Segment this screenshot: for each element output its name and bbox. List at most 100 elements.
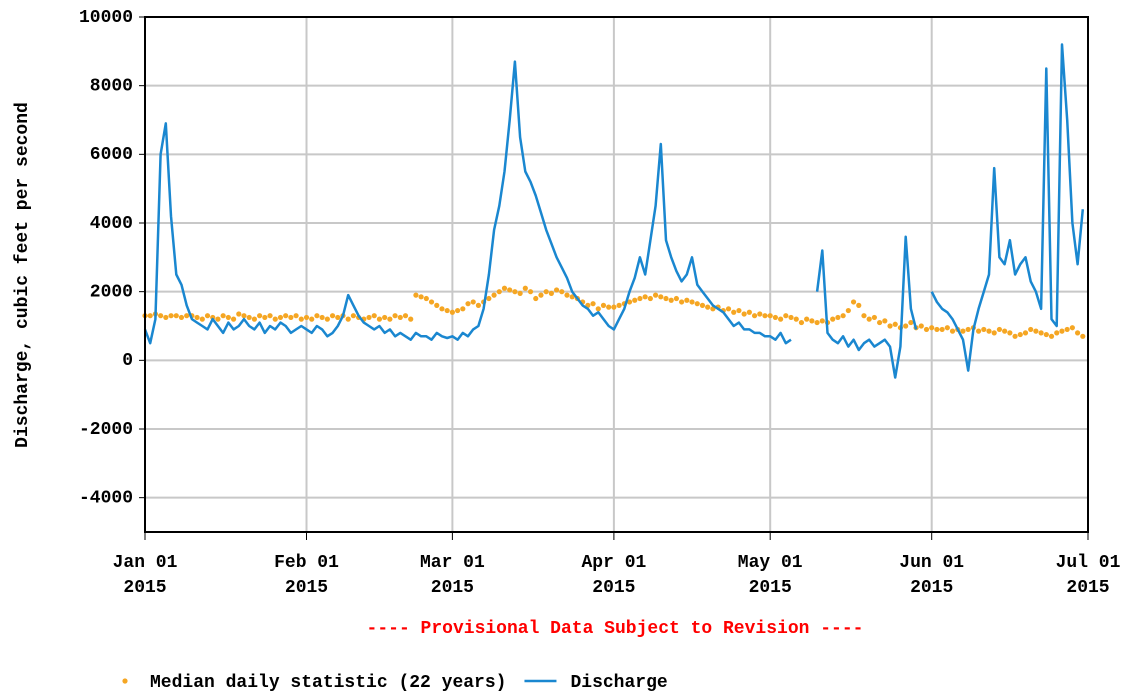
median-point — [637, 295, 643, 302]
median-point — [225, 314, 231, 321]
legend-label: Discharge — [570, 673, 667, 693]
median-point — [215, 316, 221, 322]
median-point — [168, 313, 174, 319]
median-point — [809, 318, 815, 324]
median-point — [444, 307, 450, 314]
median-point — [923, 326, 930, 333]
median-point — [600, 302, 607, 308]
median-point — [507, 287, 513, 293]
y-tick-label: 4000 — [90, 214, 133, 234]
median-point — [470, 299, 476, 305]
median-point — [590, 301, 596, 307]
x-tick-label-line: Feb 01 — [274, 553, 339, 573]
median-point — [272, 316, 278, 322]
x-tick-label-line: Apr 01 — [581, 553, 646, 573]
median-point — [887, 323, 893, 329]
x-tick-label-line: May 01 — [738, 553, 803, 573]
x-tick-label: Mar 01 2015 — [420, 553, 485, 598]
median-point — [725, 306, 732, 312]
median-point — [1033, 328, 1039, 334]
median-point — [871, 314, 877, 321]
median-point — [694, 301, 700, 307]
median-point — [533, 295, 539, 302]
median-point — [626, 299, 633, 305]
median-point — [371, 313, 377, 319]
median-point — [731, 309, 737, 315]
median-point — [376, 316, 383, 322]
median-point — [668, 297, 674, 303]
median-point — [298, 316, 304, 322]
median-point — [1069, 325, 1075, 331]
median-point — [314, 313, 320, 319]
median-point — [918, 323, 924, 329]
x-tick-label-line: 2015 — [123, 578, 166, 598]
median-point — [527, 289, 534, 295]
median-point — [699, 302, 706, 308]
median-point — [517, 290, 523, 296]
median-point — [705, 304, 711, 310]
median-point — [606, 304, 612, 310]
median-point — [757, 311, 763, 317]
median-point — [465, 301, 471, 307]
x-tick-label-line: 2015 — [592, 578, 635, 598]
median-point — [538, 292, 544, 298]
median-point — [569, 294, 575, 300]
median-point — [559, 289, 565, 295]
median-point — [673, 295, 680, 302]
x-tick-label-line: Jul 01 — [1056, 553, 1121, 573]
x-tick-label-line: 2015 — [910, 578, 953, 598]
median-point — [684, 297, 690, 303]
median-point — [908, 319, 914, 326]
legend-label: Median daily statistic (22 years) — [150, 673, 506, 693]
discharge-line — [930, 43, 1085, 372]
median-point — [949, 328, 956, 334]
median-point — [783, 313, 789, 319]
median-point — [1002, 328, 1008, 334]
median-point — [866, 316, 872, 322]
x-tick-label-line: Jun 01 — [899, 553, 964, 573]
median-point — [850, 299, 857, 305]
median-point — [1059, 328, 1065, 334]
median-point — [319, 314, 325, 321]
x-tick-label: Jun 01 2015 — [899, 553, 964, 598]
median-point — [1022, 330, 1029, 336]
median-point — [501, 285, 508, 291]
median-point — [1043, 331, 1049, 338]
median-point — [762, 313, 768, 319]
median-point — [788, 314, 794, 321]
median-point — [1080, 333, 1086, 339]
x-tick-label-line: 2015 — [749, 578, 792, 598]
median-point — [454, 307, 461, 314]
median-point — [184, 313, 190, 319]
median-point — [434, 302, 440, 308]
median-point — [288, 314, 294, 321]
y-tick-label: 6000 — [90, 145, 133, 165]
median-point — [163, 314, 169, 321]
median-point — [965, 326, 971, 333]
median-point — [981, 326, 987, 333]
median-point — [975, 328, 982, 334]
median-point — [1017, 331, 1023, 338]
median-point — [257, 313, 263, 319]
median-point — [877, 319, 883, 326]
median-point — [1064, 326, 1070, 333]
median-point — [324, 316, 330, 322]
median-point — [939, 326, 945, 333]
x-tick-label: Jan 01 2015 — [113, 553, 178, 598]
median-point — [647, 295, 653, 302]
x-tick-label-line: 2015 — [285, 578, 328, 598]
median-point — [751, 313, 758, 319]
median-point — [1054, 330, 1060, 336]
median-point — [366, 314, 372, 321]
median-point — [241, 313, 247, 319]
median-point — [960, 328, 966, 334]
y-axis-label: Discharge, cubic feet per second — [13, 102, 33, 448]
median-point — [486, 295, 492, 302]
y-tick-label: -4000 — [79, 488, 133, 508]
median-point — [475, 302, 482, 308]
discharge-line — [143, 60, 792, 345]
median-point — [652, 292, 659, 298]
median-point — [402, 313, 409, 319]
median-point — [663, 295, 669, 302]
median-point — [991, 330, 997, 336]
